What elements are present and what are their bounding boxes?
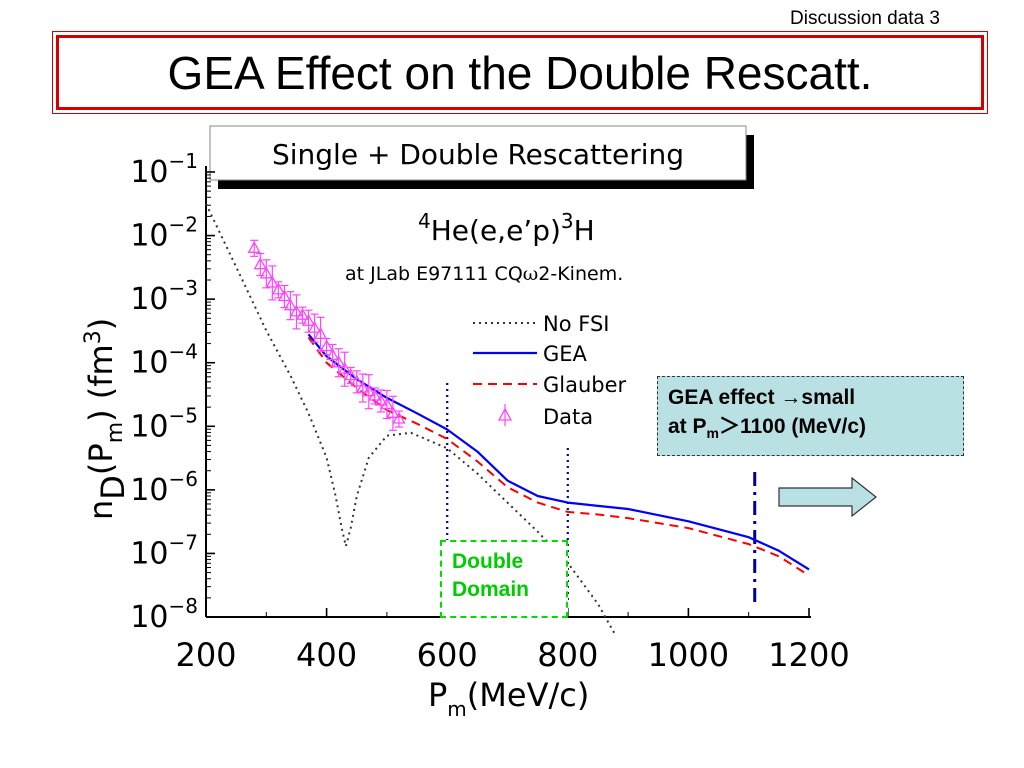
reaction-label: 4He(e,e’p)3H bbox=[418, 209, 595, 247]
y-tick-label: 10−5 bbox=[130, 403, 198, 444]
x-tick-label: 1200 bbox=[768, 636, 849, 674]
x-tick-label: 600 bbox=[417, 636, 478, 674]
y-tick-label: 10−7 bbox=[130, 530, 198, 571]
series-line-glauber bbox=[307, 336, 810, 577]
kinematics-part: 2-Kinem. bbox=[538, 263, 623, 285]
ylabel-part: m bbox=[103, 422, 128, 443]
data-point bbox=[332, 348, 346, 378]
data-point bbox=[295, 306, 310, 324]
data-point bbox=[314, 316, 328, 352]
ylabel-part: ) bbox=[82, 318, 120, 330]
data-point bbox=[350, 370, 364, 394]
legend-entry: No FSI bbox=[473, 312, 609, 336]
data-point bbox=[326, 343, 340, 368]
reaction-part: 4 bbox=[418, 209, 431, 233]
x-axis-label: Pm(MeV/c) bbox=[428, 676, 589, 721]
data-point bbox=[283, 291, 297, 321]
data-point bbox=[259, 259, 273, 289]
legend: No FSI GEA Glauber Data bbox=[473, 312, 627, 429]
y-tick-label: 10−2 bbox=[130, 213, 198, 254]
data-point bbox=[362, 374, 376, 410]
slide-title-box: GEA Effect on the Double Rescatt. bbox=[52, 31, 988, 114]
domain-line-1: Double bbox=[452, 550, 524, 573]
slide-title: GEA Effect on the Double Rescatt. bbox=[167, 46, 873, 99]
data-points bbox=[247, 239, 406, 431]
right-arrow-icon bbox=[778, 476, 877, 518]
x-tick-label: 200 bbox=[175, 636, 236, 674]
y-tick-labels: 10−1 10−2 10−3 10−4 10−5 10−6 10−7 10−8 bbox=[130, 149, 198, 635]
data-point bbox=[338, 351, 352, 387]
legend-entry: Glauber bbox=[473, 373, 627, 397]
data-point bbox=[289, 294, 303, 330]
x-tick-labels: 200 400 600 800 1000 1200 bbox=[175, 636, 849, 674]
legend-label: Data bbox=[543, 405, 593, 429]
y-axis-label: nD(Pm) (fm3) bbox=[81, 318, 132, 520]
kinematics-part: ω bbox=[523, 263, 539, 285]
y-tick-label: 10−8 bbox=[130, 594, 198, 635]
domain-line-2: Domain bbox=[452, 578, 530, 601]
reaction-part: H bbox=[574, 214, 595, 247]
x-tick-label: 800 bbox=[537, 636, 598, 674]
data-point bbox=[307, 313, 322, 343]
ylabel-part: 3 bbox=[81, 330, 106, 344]
data-point bbox=[392, 410, 406, 428]
data-point bbox=[344, 366, 358, 385]
ylabel-part: (P bbox=[82, 443, 120, 475]
ylabel-part: D bbox=[94, 475, 132, 500]
vertical-markers bbox=[446, 383, 757, 603]
gea-effect-callout: GEA effect →small at Pm＞1100 (MeV/c) bbox=[657, 376, 964, 456]
series-line-no-fsi bbox=[205, 203, 617, 637]
callout-line-2-suffix: ＞1100 (MeV/c) bbox=[718, 415, 867, 438]
x-tick-label: 400 bbox=[296, 636, 357, 674]
y-tick-label: 10−3 bbox=[130, 276, 198, 317]
callout-line-2-prefix: at P bbox=[668, 415, 707, 438]
chart-title-box bbox=[209, 125, 747, 181]
callout-line-2-sub: m bbox=[706, 425, 719, 442]
callout-line-2: at Pm＞1100 (MeV/c) bbox=[668, 412, 953, 448]
chart-title: Single + Double Rescattering bbox=[272, 138, 684, 171]
xlabel-part: (MeV/c) bbox=[467, 676, 590, 714]
xlabel-part: m bbox=[447, 697, 466, 721]
data-point bbox=[368, 387, 382, 405]
legend-entry: Data bbox=[497, 404, 593, 429]
data-point bbox=[253, 252, 267, 277]
y-tick-label: 10−4 bbox=[130, 340, 198, 381]
reaction-part: He(e,e’p) bbox=[431, 214, 561, 247]
ylabel-part: ) (fm bbox=[82, 344, 120, 422]
legend-label: Glauber bbox=[543, 373, 627, 397]
kinematics-part: at JLab E97111 CQ bbox=[345, 263, 523, 285]
header-note: Discussion data 3 bbox=[790, 8, 940, 29]
x-tick-label: 1000 bbox=[648, 636, 729, 674]
y-tick-label: 10−1 bbox=[130, 149, 198, 190]
kinematics-label: at JLab E97111 CQω2-Kinem. bbox=[345, 263, 623, 285]
legend-label: No FSI bbox=[543, 312, 609, 336]
legend-entry: GEA bbox=[473, 342, 588, 366]
ylabel-part: n bbox=[82, 500, 120, 520]
callout-line-1: GEA effect →small bbox=[668, 386, 856, 409]
data-point bbox=[277, 284, 291, 309]
data-point bbox=[380, 389, 394, 420]
xlabel-part: P bbox=[428, 676, 447, 714]
legend-label: GEA bbox=[543, 342, 588, 366]
data-point bbox=[356, 373, 370, 403]
data-point bbox=[386, 395, 400, 431]
y-tick-label: 10−6 bbox=[130, 467, 198, 508]
reaction-part: 3 bbox=[561, 209, 574, 233]
double-domain-box: Double Domain bbox=[440, 540, 568, 618]
data-point bbox=[247, 239, 261, 257]
data-point bbox=[301, 309, 316, 333]
